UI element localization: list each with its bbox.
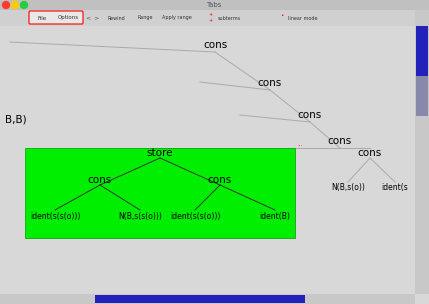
Text: <: <	[85, 16, 91, 20]
Text: File: File	[38, 16, 47, 20]
Circle shape	[12, 2, 18, 9]
Text: cons: cons	[328, 136, 352, 146]
Text: >: >	[94, 16, 99, 20]
Text: cons: cons	[208, 175, 232, 185]
Text: linear mode: linear mode	[288, 16, 317, 20]
Text: cons: cons	[298, 110, 322, 120]
Text: cons: cons	[358, 148, 382, 158]
Text: ident(B): ident(B)	[260, 212, 290, 221]
Text: Range: Range	[138, 16, 154, 20]
Text: subterms: subterms	[218, 16, 241, 20]
Text: N(B,s(o)): N(B,s(o))	[331, 183, 365, 192]
Bar	[416, 76, 428, 116]
Text: +: +	[209, 19, 213, 23]
Bar	[0, 0, 429, 10]
Text: +: +	[209, 12, 213, 18]
Text: Apply range: Apply range	[162, 16, 192, 20]
Text: ...: ...	[297, 141, 302, 147]
Bar	[95, 295, 305, 303]
Text: cons: cons	[203, 40, 227, 50]
Text: B,B): B,B)	[5, 115, 27, 125]
Text: ident(s: ident(s	[382, 183, 408, 192]
Text: Rewind: Rewind	[108, 16, 126, 20]
Text: •: •	[280, 12, 284, 18]
Bar	[25, 148, 295, 238]
Circle shape	[3, 2, 9, 9]
Bar	[0, 10, 429, 26]
Text: Tabs: Tabs	[206, 2, 222, 8]
Text: ident(s(s(o))): ident(s(s(o)))	[170, 212, 220, 221]
Bar	[0, 294, 415, 304]
FancyBboxPatch shape	[29, 11, 83, 24]
Bar	[416, 26, 428, 76]
Text: Options: Options	[58, 16, 79, 20]
Text: cons: cons	[258, 78, 282, 88]
Text: N(B,s(s(o))): N(B,s(s(o)))	[118, 212, 162, 221]
Text: ident(s(s(o))): ident(s(s(o)))	[30, 212, 80, 221]
Bar	[415, 10, 429, 294]
Text: cons: cons	[88, 175, 112, 185]
Circle shape	[21, 2, 27, 9]
Text: store: store	[147, 148, 173, 158]
